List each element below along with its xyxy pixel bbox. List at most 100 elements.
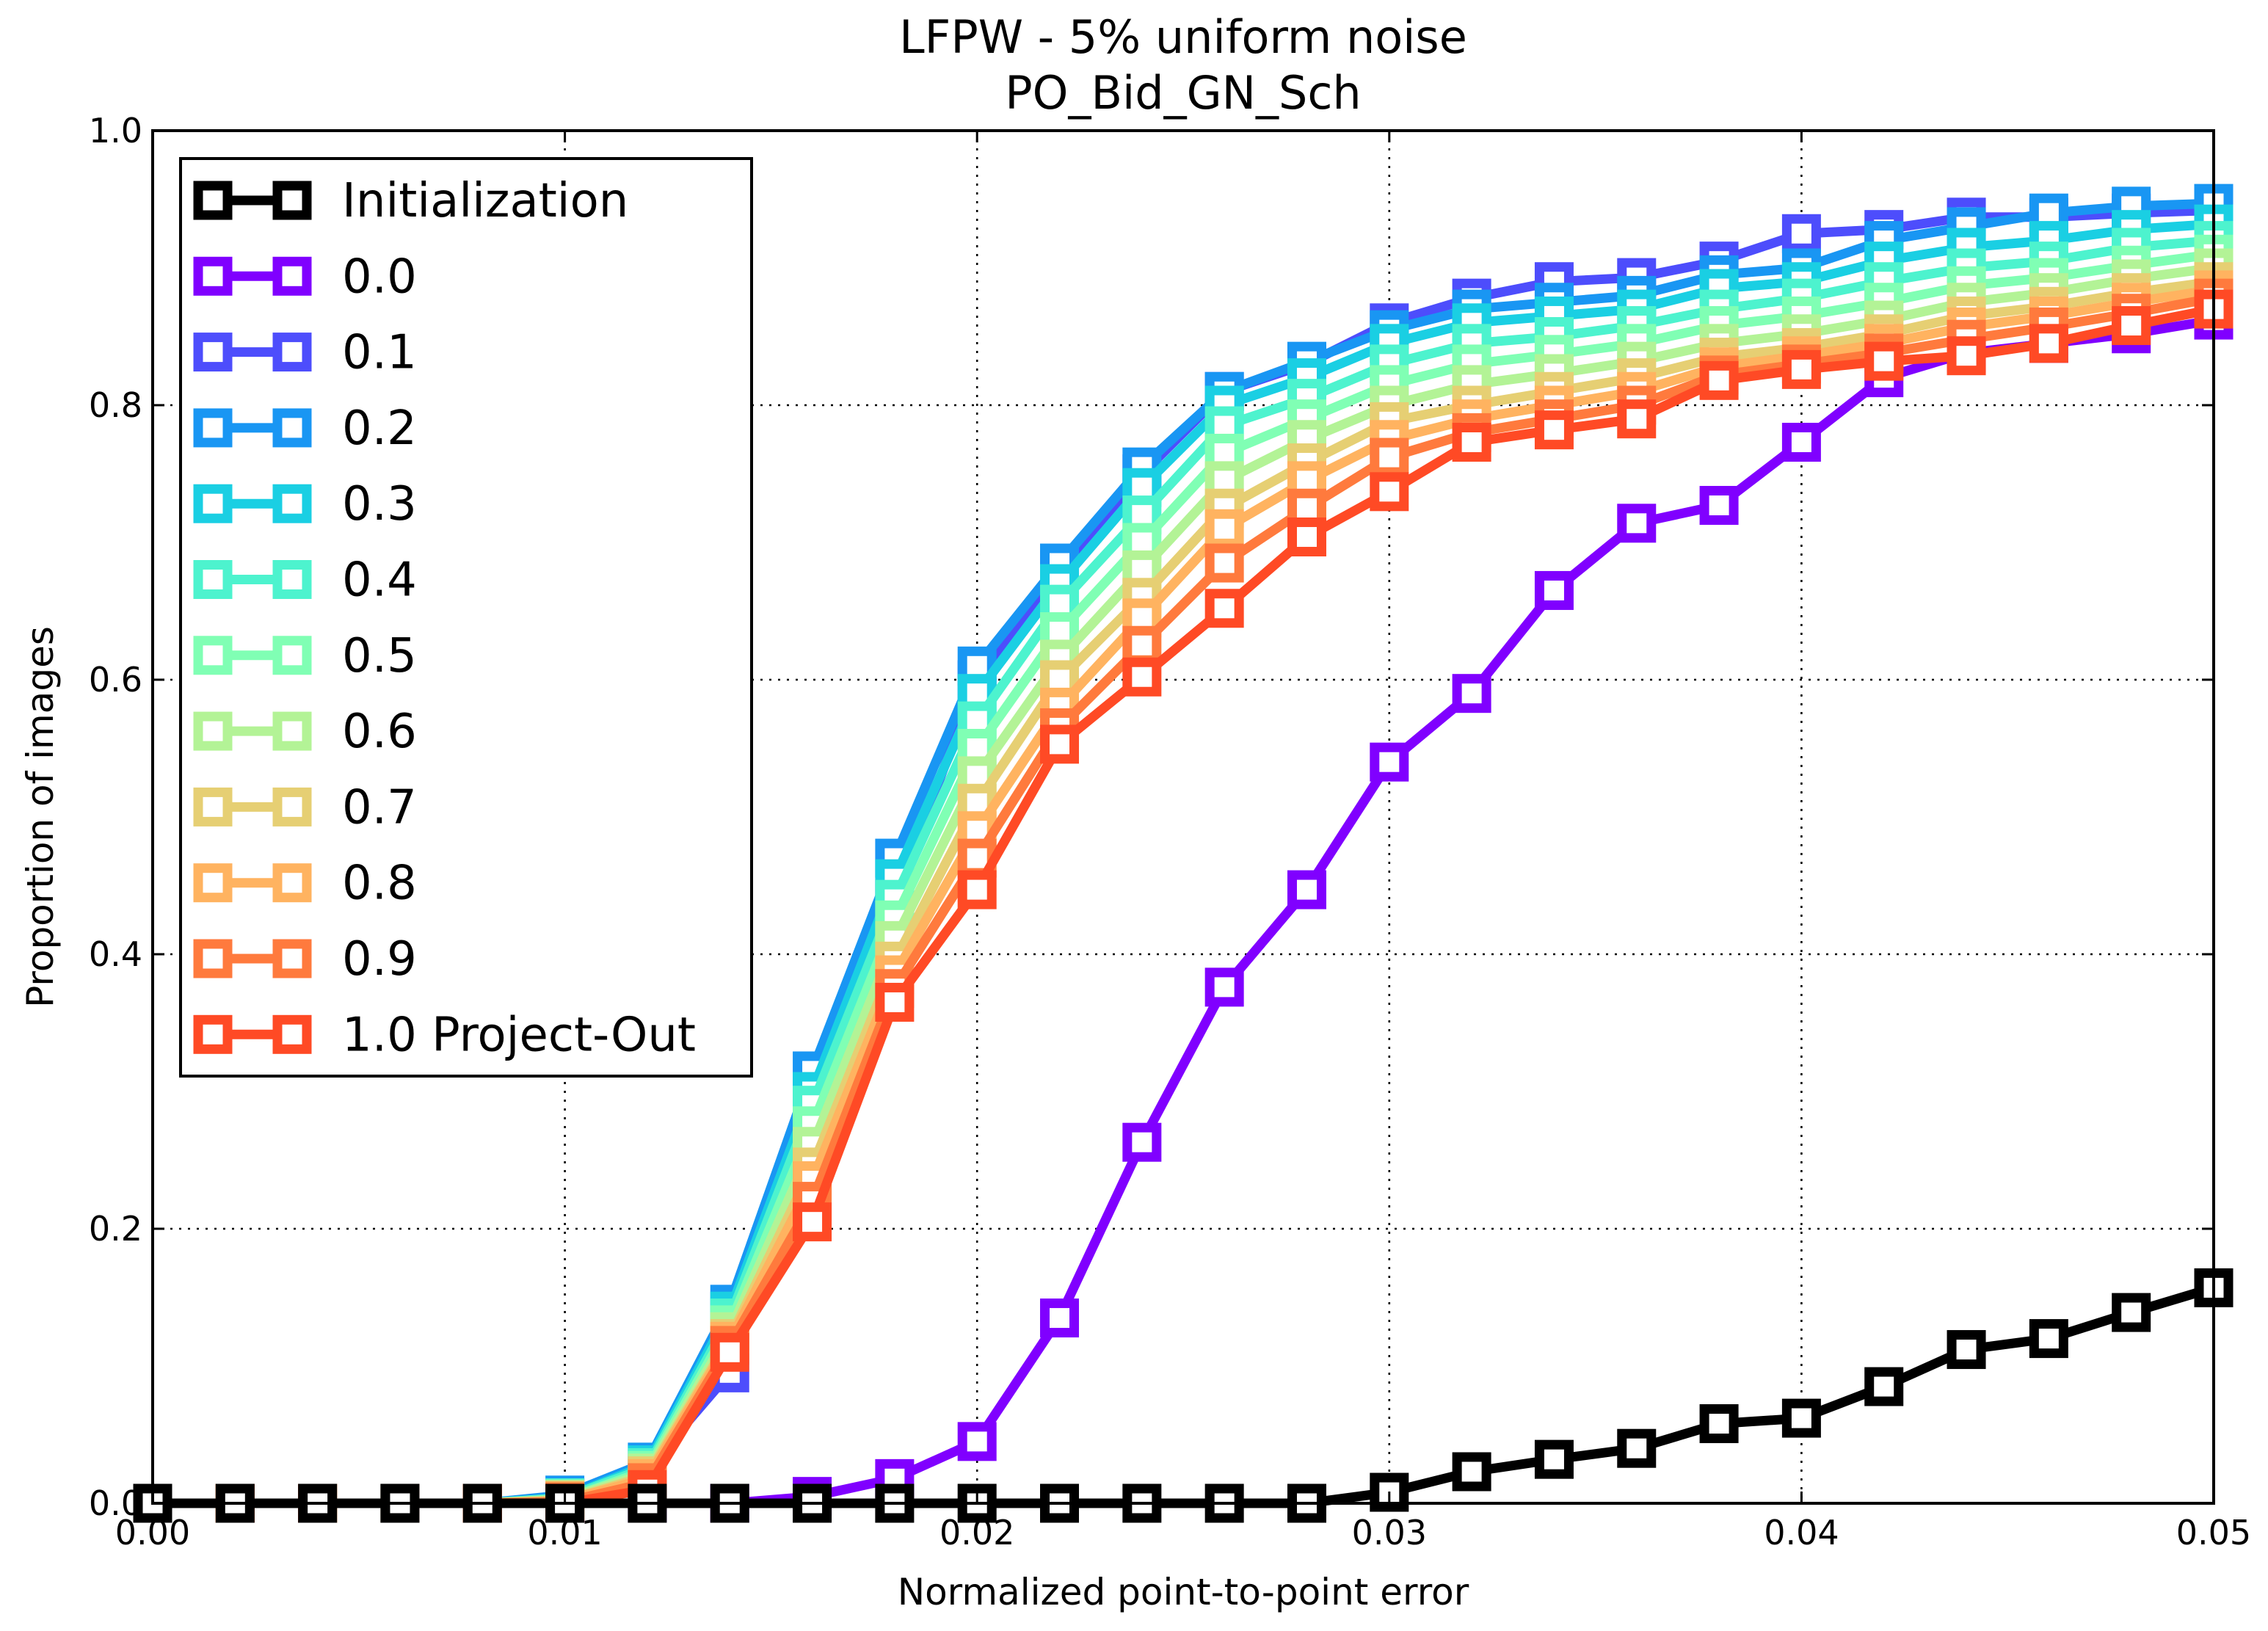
legend-marker: [272, 1014, 312, 1054]
data-point: [2029, 1319, 2068, 1359]
legend-marker: [193, 711, 233, 751]
data-point: [1864, 341, 1904, 381]
legend-marker: [272, 636, 312, 675]
legend-label: 0.5: [342, 629, 417, 683]
y-tick-label: 0.8: [89, 385, 142, 425]
legend-marker: [193, 939, 233, 978]
data-point: [1452, 422, 1491, 462]
legend-marker: [193, 333, 233, 372]
legend-marker: [272, 560, 312, 599]
y-tick-label: 1.0: [89, 111, 142, 150]
y-tick-label: 0.6: [89, 660, 142, 700]
legend-label: Initialization: [342, 174, 628, 228]
data-point: [1534, 410, 1574, 450]
data-point: [2112, 306, 2151, 346]
legend-marker: [193, 863, 233, 903]
data-point: [1699, 360, 1739, 400]
data-point: [1040, 724, 1080, 764]
data-point: [1204, 509, 1244, 548]
data-point: [957, 870, 997, 909]
legend: Initialization 0.0 0.1 0.2 0.3 0.4 0.5 0.6 0.7 0.…: [179, 157, 753, 1078]
data-point: [1781, 349, 1821, 389]
axis-ticks: 0.00 0.01 0.02 0.03 0.04 0.05 0.0 0.2 0.4 0.6 0.8 1…: [89, 111, 2251, 1552]
legend-marker: [193, 1014, 233, 1054]
legend-marker: [272, 408, 312, 448]
y-tick-label: 0.0: [89, 1483, 142, 1523]
data-point: [1617, 399, 1657, 439]
legend-item: 0.3: [193, 477, 417, 531]
legend-label: 0.1: [342, 326, 417, 380]
data-point: [1534, 570, 1574, 610]
legend-marker: [193, 484, 233, 523]
legend-marker: [193, 256, 233, 296]
legend-item: 0.0: [193, 250, 417, 304]
data-point: [1122, 657, 1162, 697]
legend-item: 0.8: [193, 857, 417, 911]
data-point: [1370, 472, 1409, 512]
x-tick-label: 0.03: [1352, 1513, 1427, 1552]
x-tick-label: 0.00: [115, 1513, 190, 1552]
data-point: [1040, 1298, 1080, 1338]
data-point: [1204, 543, 1244, 583]
legend-label: 0.8: [342, 857, 417, 911]
data-point: [1699, 486, 1739, 526]
data-point: [1452, 674, 1491, 713]
data-point: [1947, 336, 1986, 376]
legend-label: 0.9: [342, 932, 417, 987]
data-point: [875, 982, 915, 1022]
y-axis-label: Proportion of images: [19, 626, 62, 1008]
legend-item: 0.4: [193, 553, 417, 608]
data-point: [1122, 625, 1162, 665]
legend-marker: [193, 408, 233, 448]
chart-subtitle: PO_Bid_GN_Sch: [1005, 66, 1361, 120]
legend-marker: [193, 636, 233, 675]
legend-marker: [272, 484, 312, 523]
data-point: [1699, 1404, 1739, 1444]
data-point: [957, 1422, 997, 1461]
x-tick-label: 0.02: [939, 1513, 1014, 1552]
legend-marker: [272, 939, 312, 978]
data-point: [1287, 870, 1326, 909]
data-point: [1864, 1367, 1904, 1406]
legend-item: 0.6: [193, 705, 417, 759]
data-point: [1781, 214, 1821, 253]
legend-marker: [193, 181, 233, 220]
legend-item: 0.1: [193, 326, 417, 380]
data-point: [1617, 504, 1657, 543]
legend-label: 1.0 Project-Out: [342, 1008, 696, 1062]
series-line: [153, 1283, 2215, 1508]
legend-box: [179, 157, 753, 1078]
data-point: [1617, 1428, 1657, 1468]
data-point: [2029, 324, 2068, 363]
legend-item: 0.9: [193, 932, 417, 987]
data-point: [1452, 1452, 1491, 1492]
legend-marker: [272, 181, 312, 220]
legend-label: 0.4: [342, 553, 417, 608]
legend-marker: [272, 711, 312, 751]
legend-item: 0.5: [193, 629, 417, 683]
y-tick-label: 0.4: [89, 934, 142, 974]
chart-title: LFPW - 5% uniform noise: [899, 10, 1467, 64]
data-point: [1122, 1122, 1162, 1162]
legend-label: 0.6: [342, 705, 417, 759]
data-point: [1781, 422, 1821, 462]
x-tick-label: 0.04: [1764, 1513, 1839, 1552]
y-tick-label: 0.2: [89, 1209, 142, 1249]
series-Initialization: [133, 1268, 2234, 1523]
legend-marker: [272, 333, 312, 372]
x-tick-label: 0.01: [527, 1513, 602, 1552]
data-point: [710, 1332, 749, 1372]
legend-label: 0.7: [342, 780, 417, 835]
data-point: [793, 1202, 832, 1242]
data-point: [1204, 589, 1244, 628]
plot-frame: [151, 129, 2215, 1505]
legend-item: 0.7: [193, 780, 417, 835]
legend-marker: [193, 560, 233, 599]
legend-marker: [272, 256, 312, 296]
legend-label: 0.0: [342, 250, 417, 304]
x-axis-label: Normalized point-to-point error: [898, 1571, 1469, 1613]
data-point: [1287, 517, 1326, 557]
legend-marker: [193, 787, 233, 827]
data-point: [1534, 1439, 1574, 1479]
